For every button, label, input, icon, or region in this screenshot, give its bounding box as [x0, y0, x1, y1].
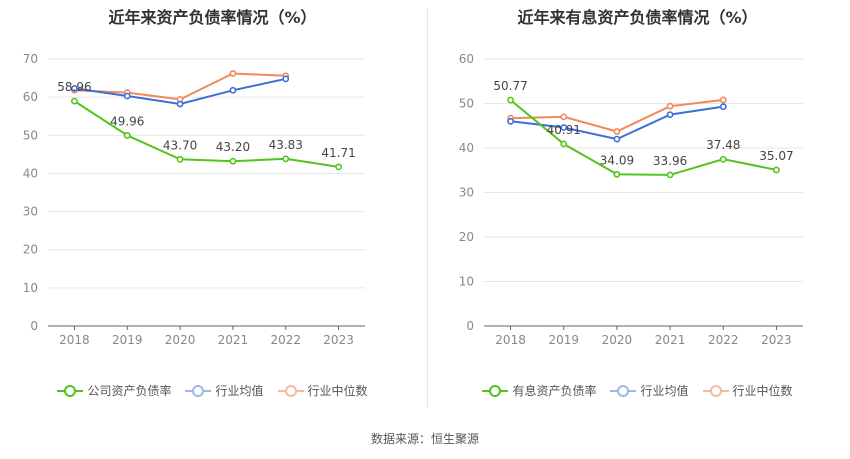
- data-point: [560, 124, 568, 131]
- y-tick-label: 0: [466, 319, 474, 333]
- legend-item-industry-median[interactable]: 行业中位数: [702, 382, 793, 399]
- legend-item-interest-ratio[interactable]: 有息资产负债率: [482, 382, 596, 399]
- series-line-0: [73, 100, 339, 168]
- data-point: [229, 86, 237, 94]
- legend-item-industry-median[interactable]: 行业中位数: [277, 382, 368, 399]
- data-label: 35.07: [759, 149, 793, 163]
- legend-label: 公司资产负债率: [87, 384, 172, 398]
- legend-label: 行业均值: [640, 384, 689, 398]
- data-point: [229, 70, 237, 77]
- legend-item-industry-mean[interactable]: 行业均值: [185, 382, 264, 399]
- y-tick-label: 30: [459, 186, 474, 200]
- series-line-0: [509, 99, 777, 176]
- data-point: [229, 157, 237, 165]
- legend-line-marker: [482, 384, 509, 397]
- legend-label: 行业中位数: [732, 384, 793, 398]
- data-label: 43.70: [163, 138, 197, 152]
- x-tick-label: 2021: [218, 333, 249, 347]
- y-tick-label: 30: [23, 205, 38, 219]
- x-tick-label: 2019: [548, 333, 579, 347]
- x-tick-label: 2019: [112, 333, 143, 347]
- right-chart-svg: 0 10 20 30 40 50 60 2018 2019 2020 2021 2022 2023 50.…: [459, 52, 803, 347]
- x-tick-label: 2022: [708, 333, 739, 347]
- y-tick-label: 50: [23, 128, 38, 142]
- x-tick-label: 2023: [323, 333, 354, 347]
- data-point: [666, 102, 674, 110]
- legend-line-marker: [277, 384, 304, 397]
- data-label: 33.96: [653, 154, 687, 168]
- legend-label: 有息资产负债率: [512, 384, 597, 398]
- legend-label: 行业中位数: [307, 384, 368, 398]
- left-chart-legend: 公司资产负债率 行业均值 行业中位数: [0, 382, 425, 399]
- x-tick-label: 2020: [602, 333, 633, 347]
- data-point: [123, 92, 131, 100]
- y-tick-label: 70: [23, 52, 38, 66]
- right-chart-legend: 有息资产负债率 行业均值 行业中位数: [425, 382, 850, 399]
- x-tick-label: 2018: [59, 333, 90, 347]
- data-point: [773, 166, 780, 174]
- legend-line-marker: [57, 384, 84, 397]
- y-tick-label: 40: [23, 166, 38, 180]
- legend-line-marker: [702, 384, 729, 397]
- x-tick-label: 2022: [270, 333, 301, 347]
- data-point: [560, 140, 568, 148]
- y-tick-label: 20: [23, 243, 38, 257]
- data-point: [507, 117, 514, 125]
- right-chart-title: 近年来有息资产负债率情况（%）: [517, 8, 758, 27]
- data-point: [176, 100, 184, 108]
- data-point: [507, 96, 514, 104]
- x-tick-label: 2020: [165, 333, 196, 347]
- data-point: [719, 103, 727, 111]
- data-point: [613, 128, 621, 135]
- data-point: [666, 171, 674, 179]
- y-tick-label: 60: [459, 52, 474, 66]
- data-point: [719, 155, 727, 163]
- data-point: [560, 113, 568, 121]
- legend-item-company-ratio[interactable]: 公司资产负债率: [57, 382, 171, 399]
- data-source-note: 数据来源：恒生聚源: [370, 432, 479, 446]
- data-label: 58.96: [57, 80, 91, 94]
- data-label: 43.83: [269, 138, 303, 152]
- data-point: [719, 96, 727, 104]
- y-tick-label: 40: [459, 141, 474, 155]
- x-tick-label: 2021: [655, 333, 686, 347]
- legend-line-marker: [610, 384, 637, 397]
- data-point: [282, 75, 290, 83]
- y-tick-label: 60: [23, 90, 38, 104]
- y-tick-label: 20: [459, 230, 474, 244]
- y-tick-label: 50: [459, 97, 474, 111]
- data-point: [71, 97, 78, 105]
- legend-label: 行业均值: [215, 384, 264, 398]
- data-point: [666, 111, 674, 119]
- data-label: 34.09: [600, 153, 634, 167]
- data-point: [176, 155, 184, 163]
- data-point: [123, 132, 131, 139]
- y-tick-label: 0: [30, 319, 38, 333]
- x-tick-label: 2023: [761, 333, 792, 347]
- data-label: 37.48: [706, 138, 740, 152]
- data-label: 49.96: [110, 114, 144, 128]
- x-tick-label: 2018: [495, 333, 526, 347]
- data-label: 43.20: [216, 140, 250, 154]
- legend-item-industry-mean[interactable]: 行业均值: [610, 382, 689, 399]
- data-label: 50.77: [493, 79, 527, 93]
- data-label: 40.91: [547, 123, 581, 137]
- data-point: [613, 135, 621, 143]
- legend-line-marker: [185, 384, 212, 397]
- data-point: [282, 155, 290, 163]
- data-point: [71, 84, 78, 92]
- y-tick-label: 10: [459, 275, 474, 289]
- panel-divider: [427, 8, 428, 408]
- left-chart-panel: 近年来资产负债率情况（%） 0 10 20 30 40 50 60 70 2018 2019 202…: [0, 0, 425, 410]
- left-chart-svg: 0 10 20 30 40 50 60 70 2018 2019 2020 2021 2022 2023 5…: [23, 52, 365, 347]
- data-point: [613, 170, 621, 178]
- left-chart-title: 近年来资产负债率情况（%）: [108, 8, 317, 27]
- data-label: 41.71: [321, 146, 355, 160]
- data-point: [335, 163, 342, 171]
- y-tick-label: 10: [23, 281, 38, 295]
- right-chart-panel: 近年来有息资产负债率情况（%） 0 10 20 30 40 50 60 2018 2019 202…: [425, 0, 850, 410]
